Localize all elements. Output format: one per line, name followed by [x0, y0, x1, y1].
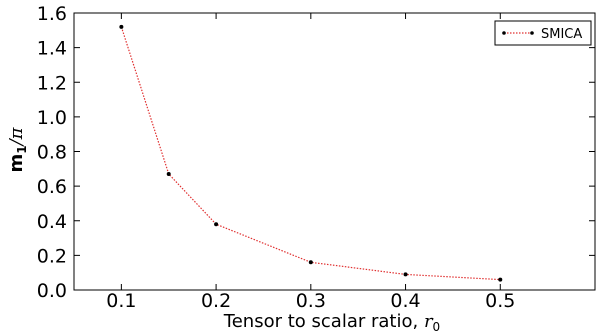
y-tick-label: 1.0 — [37, 107, 67, 129]
data-point — [119, 24, 124, 29]
y-tick-label: 1.4 — [37, 38, 67, 60]
y-tick-label: 0.0 — [37, 280, 67, 302]
y-tick-label: 0.6 — [37, 176, 67, 198]
data-point — [308, 260, 313, 265]
x-axis-label-symbol: r — [424, 311, 434, 331]
x-tick-label: 0.3 — [296, 290, 326, 312]
x-axis-label-text: Tensor to scalar ratio, — [223, 311, 424, 331]
legend-marker — [530, 31, 534, 35]
x-ticks: 0.1 0.2 0.3 0.4 0.5 — [106, 13, 515, 312]
y-tick-label: 0.2 — [37, 245, 67, 267]
legend-marker — [502, 31, 506, 35]
legend: SMICA — [494, 20, 592, 46]
y-ticks: 0.0 0.2 0.4 0.6 0.8 1.0 1.2 1.4 1.6 — [37, 3, 595, 302]
svg-text:m1/π: m1/π — [6, 126, 29, 172]
series-line-smica — [120, 26, 501, 281]
plot-area-frame — [73, 12, 596, 291]
y-axis-label-subscript: 1 — [15, 145, 29, 153]
x-tick-label: 0.5 — [485, 290, 515, 312]
x-tick-label: 0.1 — [106, 290, 136, 312]
y-tick-label: 1.2 — [37, 72, 67, 94]
x-axis-label: Tensor to scalar ratio, r0 — [223, 311, 440, 331]
y-axis-label-main: m — [6, 154, 27, 173]
legend-label-smica: SMICA — [541, 27, 582, 42]
x-tick-label: 0.2 — [201, 290, 231, 312]
x-axis-label-subscript: 0 — [433, 320, 441, 331]
data-point — [166, 172, 171, 177]
data-point — [498, 277, 503, 282]
y-tick-label: 0.8 — [37, 142, 67, 164]
y-axis-label-rest: /π — [6, 126, 27, 147]
data-point — [403, 272, 408, 277]
series-layer — [119, 24, 503, 282]
y-axis-label: m1/π — [6, 126, 29, 172]
x-tick-label: 0.4 — [390, 290, 420, 312]
y-tick-label: 0.4 — [37, 211, 67, 233]
y-tick-label: 1.6 — [37, 3, 67, 25]
data-point — [214, 222, 219, 227]
